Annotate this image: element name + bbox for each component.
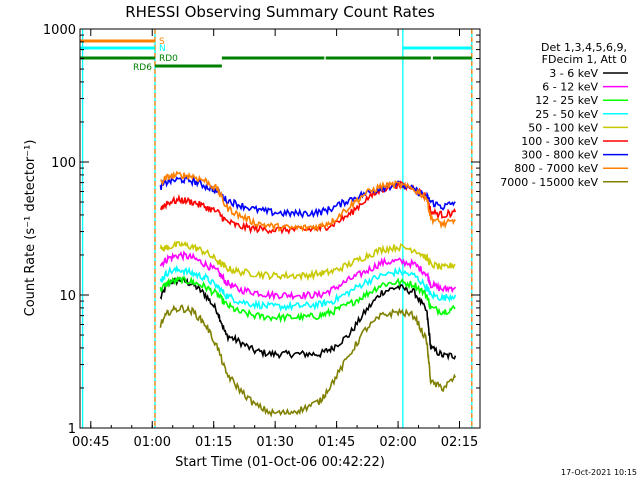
legend-entry-label: 6 - 12 keV xyxy=(542,81,598,94)
flag-label-s: S xyxy=(159,37,165,47)
x-tick-label: 02:00 xyxy=(379,435,416,450)
x-tick-label: 02:15 xyxy=(441,435,478,450)
legend-entry-label: 800 - 7000 keV xyxy=(514,162,598,175)
x-tick-label: 01:15 xyxy=(195,435,232,450)
y-axis-label: Count Rate (s⁻¹ detector⁻¹) xyxy=(23,140,38,317)
series-line-4 xyxy=(159,264,457,312)
flag-label-rd6: RD6 xyxy=(133,63,152,73)
legend-entry-label: 3 - 6 keV xyxy=(549,67,598,80)
legend-entry-label: 100 - 300 keV xyxy=(521,135,598,148)
legend-entry-label: 7000 - 15000 keV xyxy=(500,176,598,189)
legend-entry-label: 300 - 800 keV xyxy=(521,149,598,162)
footer-timestamp: 17-Oct-2021 10:15 xyxy=(561,468,637,477)
series-line-9 xyxy=(159,304,457,418)
y-tick-label: 10 xyxy=(59,289,76,304)
x-tick-label: 01:30 xyxy=(256,435,293,450)
legend-entry-label: 25 - 50 keV xyxy=(535,108,598,121)
x-tick-label: 00:45 xyxy=(72,435,109,450)
legend-header-line: Det 1,3,4,5,6,9, xyxy=(541,41,627,54)
x-axis-label: Start Time (01-Oct-06 00:42:22) xyxy=(175,455,385,470)
y-tick-label: 1 xyxy=(68,422,76,437)
y-tick-label: 100 xyxy=(51,156,76,171)
plot-axes: 00:45 01:00 01:15 01:30 01:45 02:00 02:15 1 10 10… xyxy=(43,23,481,450)
series-line-3 xyxy=(159,275,456,324)
plot-frame xyxy=(79,28,481,429)
x-tick-label: 01:45 xyxy=(318,435,355,450)
series-line-2 xyxy=(159,250,457,302)
vertical-markers xyxy=(81,29,473,428)
series-line-8 xyxy=(160,170,456,233)
x-tick-label: 01:00 xyxy=(134,435,171,450)
legend: Det 1,3,4,5,6,9,FDecim 1, Att 03 - 6 keV… xyxy=(500,41,628,189)
series-lines xyxy=(159,170,457,418)
legend-entry-label: 50 - 100 keV xyxy=(528,121,598,134)
chart-title: RHESSI Observing Summary Count Rates xyxy=(125,3,435,21)
series-line-1 xyxy=(159,276,457,361)
flag-label-rd0: RD0 xyxy=(159,54,178,64)
legend-entry-label: 12 - 25 keV xyxy=(535,94,598,107)
flag-label-n: N xyxy=(159,44,166,54)
y-tick-label: 1000 xyxy=(43,23,76,38)
legend-header-line: FDecim 1, Att 0 xyxy=(542,53,627,66)
series-line-5 xyxy=(159,240,456,282)
series-line-7 xyxy=(159,174,456,219)
